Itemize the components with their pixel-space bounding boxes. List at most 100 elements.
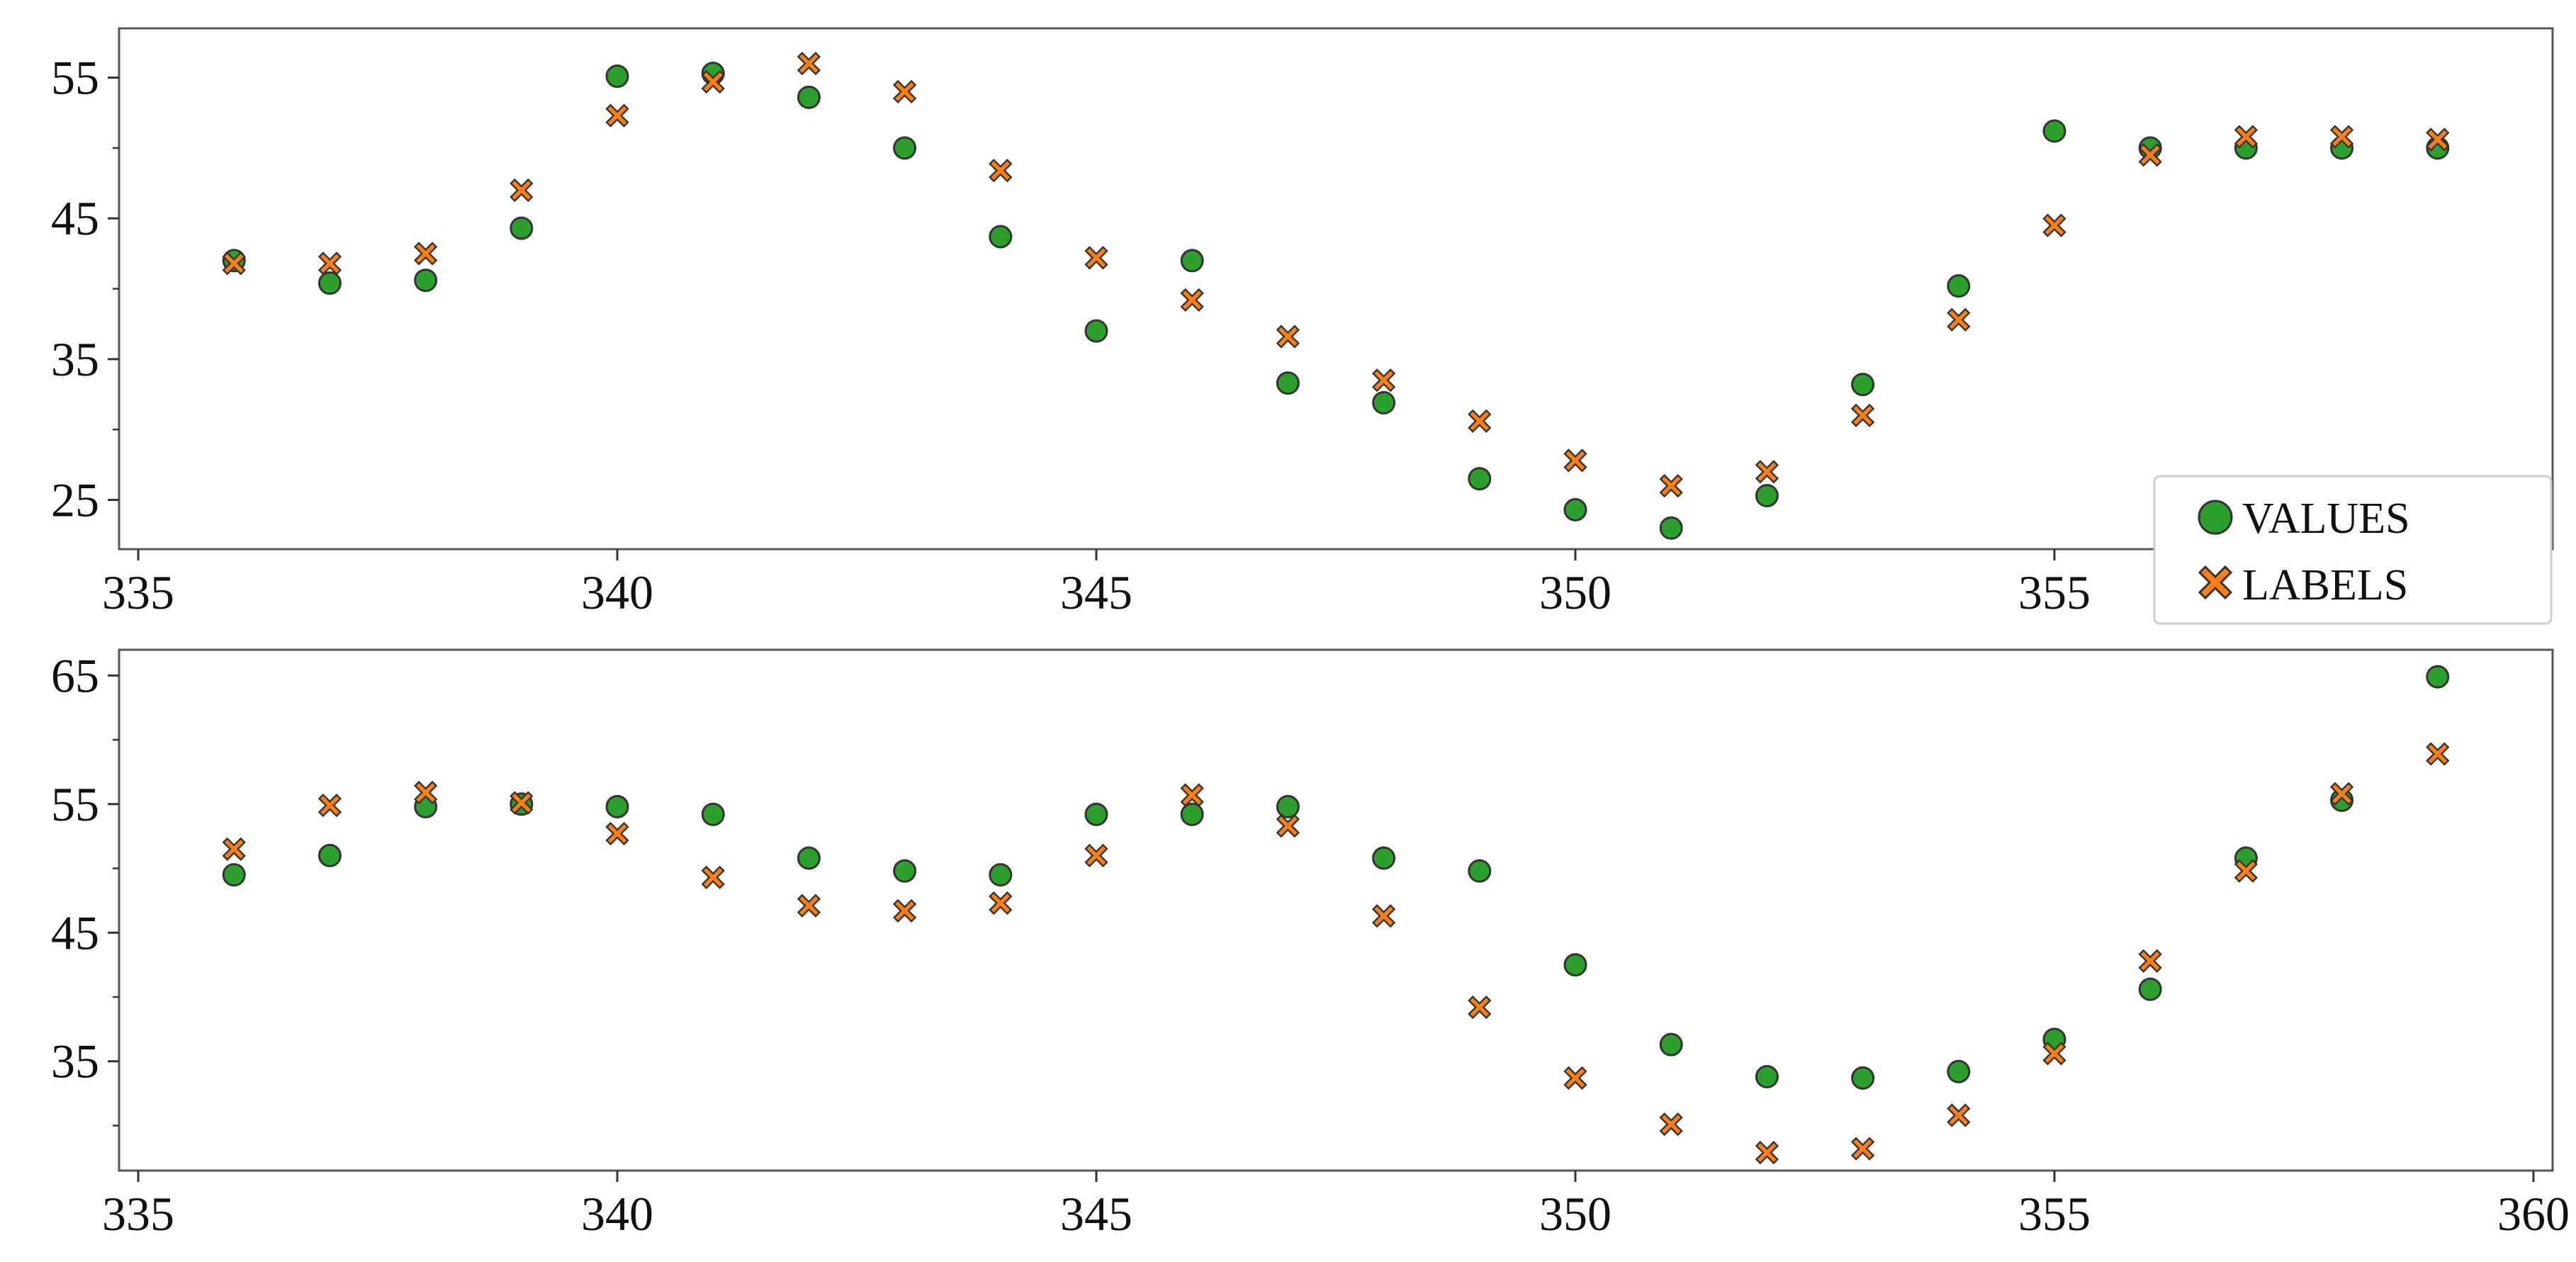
values-point [1276, 371, 1300, 395]
x-tick-label: 355 [2018, 1187, 2091, 1241]
x-tick-label: 345 [1060, 1187, 1132, 1241]
labels-point [701, 865, 725, 889]
legend-box [2153, 475, 2553, 625]
labels-point [222, 837, 246, 861]
x-tick-label: 340 [581, 1187, 653, 1241]
plot-frame [118, 648, 2554, 1172]
labels-point [2234, 125, 2259, 149]
labels-point [2234, 859, 2259, 883]
values-point [797, 846, 821, 870]
values-point [989, 863, 1013, 887]
labels-point [2426, 742, 2450, 766]
values-point [605, 64, 629, 89]
legend: VALUES LABELS [2153, 475, 2553, 625]
labels-point [1755, 1140, 1779, 1165]
labels-point [1180, 288, 1204, 312]
y-tick-label: 45 [51, 191, 99, 245]
labels-point [1947, 308, 1971, 332]
values-point [1180, 249, 1204, 273]
values-point [2138, 977, 2162, 1001]
labels-point [605, 821, 629, 846]
labels-point [1468, 995, 1492, 1020]
labels-point [1180, 783, 1204, 807]
labels-point [1371, 904, 1396, 928]
labels-point [510, 178, 534, 203]
values-point [1372, 390, 1396, 415]
values-point [1659, 1032, 1683, 1057]
values-point [1851, 1066, 1875, 1090]
labels-point [2329, 782, 2354, 806]
values-point [317, 843, 342, 867]
x-tick-label: 355 [2018, 565, 2091, 619]
labels-point [1563, 449, 1587, 473]
labels-point [892, 79, 917, 104]
values-point [1755, 1065, 1779, 1089]
y-tick-label: 55 [51, 51, 99, 105]
values-point [1563, 497, 1587, 522]
y-tick-label: 45 [51, 906, 99, 959]
labels-point [1850, 1137, 1875, 1161]
labels-point [797, 894, 821, 918]
labels-point [222, 252, 246, 276]
values-point [989, 225, 1013, 249]
labels-point [1659, 473, 1683, 498]
x-tick-label: 345 [1060, 565, 1132, 619]
values-point [701, 802, 725, 826]
x-tick-label: 350 [1539, 565, 1612, 619]
y-tick-label: 55 [51, 777, 99, 831]
lower-panel: 335 340 345 350 355 360 35 45 55 65 [51, 648, 2570, 1241]
labels-point [2426, 128, 2450, 152]
values-point [1084, 319, 1108, 343]
labels-point [2042, 1042, 2066, 1066]
values-point [2426, 665, 2450, 689]
values-point [893, 136, 917, 160]
labels-point [1276, 813, 1300, 838]
values-point [1180, 802, 1204, 826]
labels-point [2042, 213, 2066, 237]
labels-point [1755, 460, 1779, 484]
labels-point [1850, 403, 1875, 427]
values-point [1276, 794, 1300, 818]
values-point [222, 863, 246, 887]
plot-frame [118, 27, 2554, 551]
values-point [1755, 484, 1779, 508]
labels-point [605, 103, 629, 128]
labels-point [1947, 1103, 1971, 1127]
legend-values-marker [2198, 500, 2233, 535]
values-point [1468, 467, 1492, 491]
labels-point [1084, 843, 1108, 868]
labels-point [797, 52, 821, 76]
values-point [414, 269, 438, 293]
labels-point [317, 793, 342, 818]
x-tick-label: 335 [102, 1187, 174, 1241]
values-point [893, 859, 917, 883]
values-point [1563, 953, 1587, 977]
y-tick-label: 65 [51, 648, 99, 702]
values-point [1947, 1059, 1971, 1083]
labels-point [2138, 949, 2162, 973]
values-point [1947, 274, 1971, 298]
x-tick-label: 360 [2497, 1187, 2570, 1241]
values-point [605, 794, 629, 818]
upper-panel: 335 340 345 350 355 25 35 45 55 [51, 27, 2554, 619]
values-point [2042, 119, 2066, 143]
x-tick-label: 350 [1539, 1187, 1612, 1241]
values-point [1659, 516, 1683, 540]
y-tick-label: 35 [51, 1035, 99, 1088]
legend-labels-marker [2198, 565, 2233, 600]
legend-labels-label: LABELS [2242, 561, 2408, 609]
labels-point [1371, 368, 1396, 393]
values-point [1372, 846, 1396, 870]
labels-point [989, 158, 1013, 183]
labels-point [892, 898, 917, 923]
labels-point [1084, 246, 1108, 270]
values-point [1084, 802, 1108, 826]
labels-point [510, 791, 534, 815]
labels-point [413, 242, 438, 266]
y-tick-label: 25 [51, 473, 99, 526]
values-point [797, 85, 821, 109]
x-tick-label: 340 [581, 565, 653, 619]
labels-point [2138, 143, 2162, 167]
labels-point [1276, 325, 1300, 349]
